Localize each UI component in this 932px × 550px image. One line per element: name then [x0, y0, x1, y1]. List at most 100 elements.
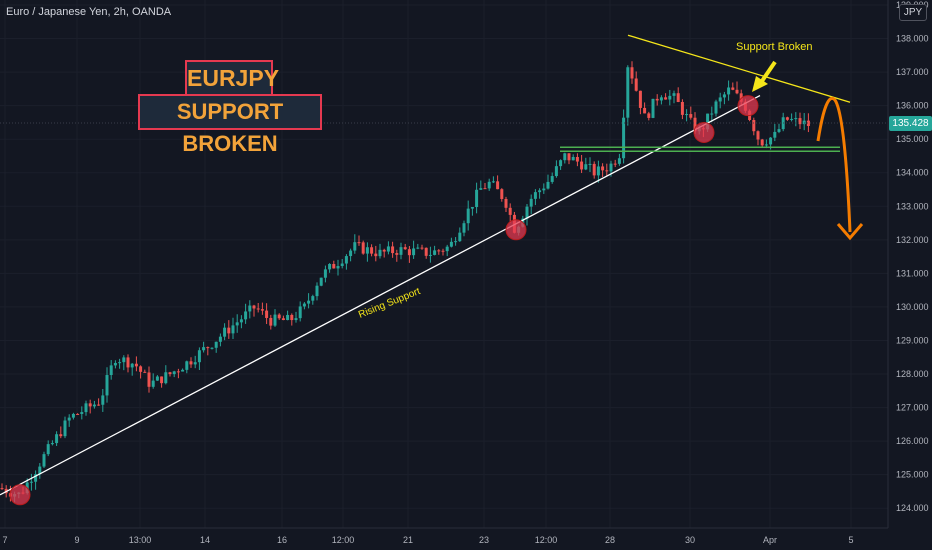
candle-body	[441, 250, 445, 252]
candle-body	[181, 369, 185, 372]
candle-body	[710, 113, 714, 115]
time-tick-label: 16	[277, 535, 287, 545]
candle-body	[416, 247, 420, 249]
candle-body	[139, 366, 143, 372]
candle-body	[483, 188, 487, 190]
title-support-broken: SUPPORT BROKEN	[138, 94, 322, 156]
time-tick-label: 5	[848, 535, 853, 545]
chart-grid	[0, 0, 888, 528]
price-tick-label: 136.000	[896, 101, 929, 111]
candle-body	[202, 347, 206, 351]
candle-body	[67, 417, 71, 421]
candle-body	[42, 454, 46, 467]
candle-body	[785, 117, 789, 120]
price-axis[interactable]: 124.000 125.000 126.000 127.000 128.000 129.0…	[887, 0, 932, 550]
candle-body	[806, 120, 810, 126]
candle-body	[302, 303, 306, 307]
candle-body	[260, 309, 264, 311]
rising-support-label: Rising Support	[357, 286, 422, 321]
candle-body	[643, 107, 647, 114]
candle-body	[428, 254, 432, 256]
price-tick-label: 130.000	[896, 302, 929, 312]
candle-body	[445, 246, 449, 252]
price-tick-label: 126.000	[896, 436, 929, 446]
time-tick-label: 30	[685, 535, 695, 545]
candle-body	[50, 443, 54, 445]
price-tick-label: 133.000	[896, 201, 929, 211]
candle-body	[554, 166, 558, 177]
candle-body	[374, 253, 378, 257]
candle-body	[84, 403, 88, 413]
candle-body	[617, 158, 621, 164]
candle-body	[223, 327, 227, 337]
candle-body	[790, 118, 794, 120]
candle-body	[491, 181, 495, 183]
candle-body	[315, 285, 319, 297]
candle-body	[496, 181, 500, 190]
candle-body	[802, 120, 806, 125]
candle-body	[676, 93, 680, 102]
candle-body	[655, 98, 659, 101]
candle-body	[151, 380, 155, 387]
time-tick-label: 23	[479, 535, 489, 545]
candle-body	[118, 362, 122, 364]
candle-body	[773, 131, 777, 138]
candle-body	[664, 97, 668, 100]
candle-body	[605, 170, 609, 172]
price-tick-label: 138.000	[896, 34, 929, 44]
candle-body	[613, 163, 617, 165]
candle-body	[130, 363, 134, 368]
candle-body	[760, 139, 764, 146]
candle-body	[739, 93, 743, 102]
candle-body	[563, 153, 567, 161]
candle-body	[210, 347, 214, 349]
candle-body	[298, 306, 302, 319]
candle-body	[538, 190, 542, 193]
title-eurjpy: EURJPY	[185, 60, 279, 96]
candle-body	[399, 247, 403, 255]
time-tick-label: 7	[2, 535, 7, 545]
candle-body	[584, 164, 588, 170]
candle-body	[386, 246, 390, 252]
rising-support-line	[0, 95, 761, 496]
candle-body	[370, 247, 374, 254]
candle-body	[542, 188, 546, 191]
time-axis[interactable]: 7 9 13:00 14 16 12:00 21 23 12:00 28 30 Apr 5	[0, 527, 888, 545]
candle-body	[449, 241, 453, 247]
candle-body	[437, 250, 441, 252]
candle-body	[420, 247, 424, 249]
price-tick-label: 134.000	[896, 168, 929, 178]
price-tick-label: 137.000	[896, 67, 929, 77]
price-tick-label: 124.000	[896, 503, 929, 513]
support-broken-label: Support Broken	[736, 41, 813, 53]
candle-body	[336, 266, 340, 269]
candle-body	[134, 363, 138, 367]
candle-body	[752, 119, 756, 132]
candle-body	[88, 403, 92, 407]
touch-point-marker	[737, 95, 759, 117]
candle-body	[311, 296, 315, 301]
candle-body	[92, 404, 96, 407]
candle-body	[727, 87, 731, 95]
candle-body	[256, 308, 260, 310]
time-tick-label: 9	[74, 535, 79, 545]
candle-body	[609, 163, 613, 172]
candle-body	[172, 371, 176, 375]
candle-body	[378, 249, 382, 257]
candle-body	[294, 318, 298, 321]
candle-body	[706, 113, 710, 130]
symbol-title[interactable]: Euro / Japanese Yen, 2h, OANDA	[6, 6, 172, 18]
candle-body	[571, 156, 575, 161]
candle-body	[693, 117, 697, 132]
candle-body	[718, 97, 722, 102]
currency-badge[interactable]: JPY	[899, 4, 927, 21]
price-tick-label: 131.000	[896, 268, 929, 278]
candle-body	[722, 94, 726, 98]
candle-body	[634, 78, 638, 91]
candle-body	[479, 188, 483, 190]
candle-body	[227, 327, 231, 334]
touch-point-marker	[693, 121, 715, 143]
candle-body	[647, 113, 651, 118]
candle-body	[206, 347, 210, 349]
